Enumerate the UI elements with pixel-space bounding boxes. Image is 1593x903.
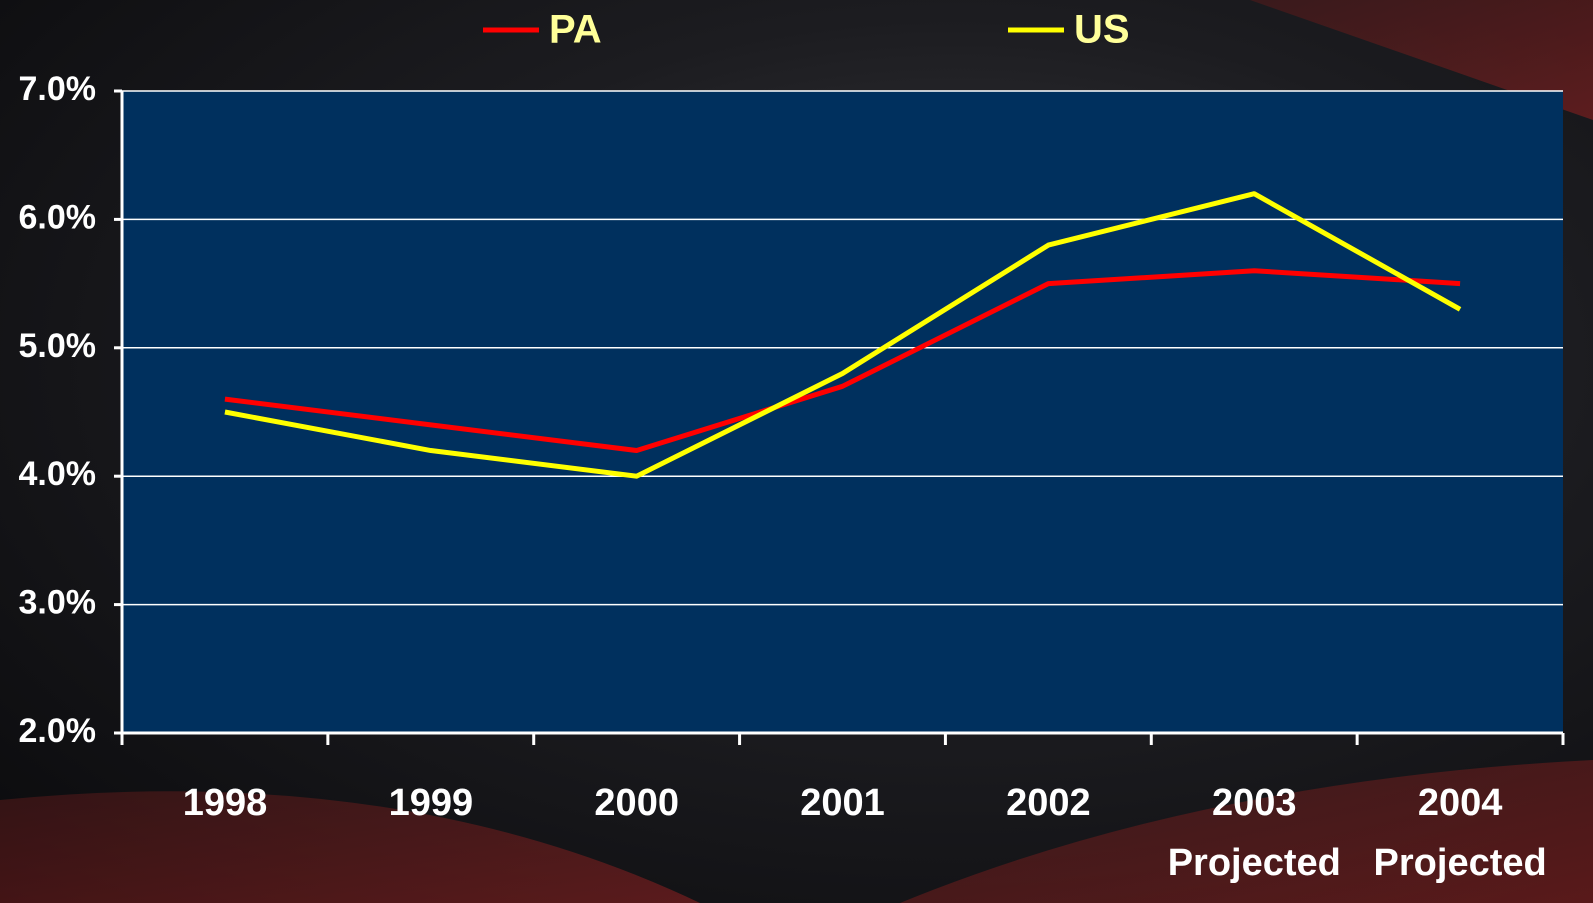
x-tick-label: 2001 — [800, 782, 885, 824]
plot-area — [122, 91, 1563, 733]
x-tick-label: 1999 — [388, 782, 474, 824]
series-line — [224, 268, 1461, 454]
legend-label: PA — [549, 8, 602, 52]
flag-stripe — [900, 760, 1593, 903]
legend-label: US — [1074, 8, 1130, 52]
x-tick-label: 2004 Projected — [1373, 782, 1547, 884]
y-tick-label: 3.0% — [19, 584, 97, 622]
x-tick-label: 1998 — [182, 782, 268, 824]
series-line — [224, 191, 1462, 479]
y-tick-label: 6.0% — [19, 198, 97, 236]
flag-stripe — [0, 791, 700, 903]
y-tick-label: 2.0% — [19, 712, 97, 750]
flag-stripe — [1250, 0, 1593, 120]
y-tick-label: 5.0% — [19, 327, 97, 365]
y-tick-label: 7.0% — [19, 70, 97, 108]
x-tick-label: 2002 — [1006, 782, 1091, 824]
x-tick-label: 2000 — [594, 782, 679, 824]
x-tick-label: 2003 Projected — [1167, 782, 1341, 884]
y-tick-label: 4.0% — [19, 455, 97, 493]
